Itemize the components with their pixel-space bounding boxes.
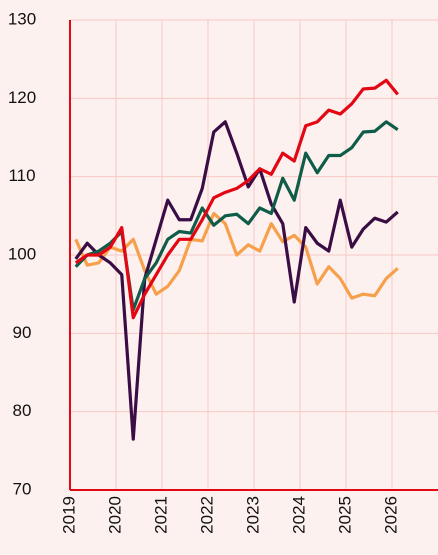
x-tick-label: 2021 (151, 496, 170, 534)
x-tick-label: 2023 (243, 496, 262, 534)
x-tick-label: 2024 (289, 496, 308, 534)
x-tick-label: 2019 (59, 496, 78, 534)
x-tick-label: 2025 (335, 496, 354, 534)
y-tick-label: 80 (13, 401, 32, 420)
y-tick-label: 90 (13, 323, 32, 342)
y-tick-label: 70 (13, 479, 32, 498)
y-tick-label: 110 (8, 166, 35, 185)
x-tick-label: 2022 (197, 496, 216, 534)
x-tick-label: 2020 (105, 496, 124, 534)
x-tick-label: 2026 (381, 496, 400, 534)
series-line (74, 78, 399, 320)
y-tick-label: 130 (8, 9, 36, 28)
series-line (74, 211, 399, 300)
series-line (74, 120, 399, 441)
y-tick-label: 120 (8, 88, 36, 107)
y-tick-label: 100 (8, 244, 36, 263)
